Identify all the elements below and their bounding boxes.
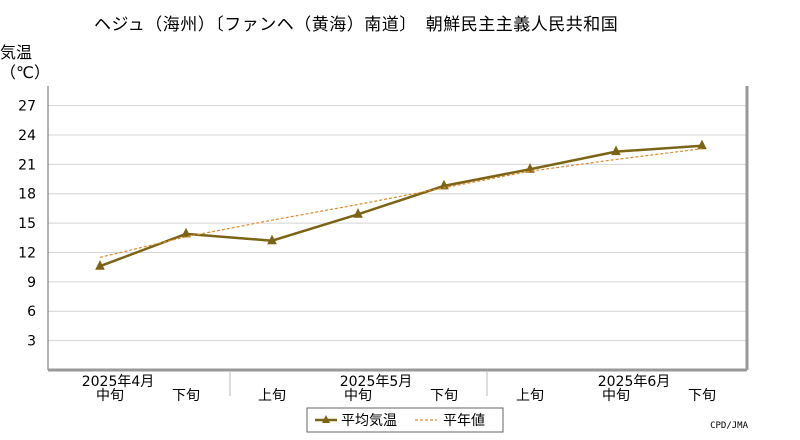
average-temp-line [99,144,703,268]
data-point-marker [267,234,277,245]
data-point-marker [353,208,363,218]
chart-title: ヘジュ（海州）〔ファンヘ（黄海）南道〕 朝鮮民主主義人民共和国 [94,15,619,35]
data-point-marker [439,179,449,190]
x-month-label: 2025年4月 [82,374,155,390]
y-axis-label: 気温 [0,43,33,62]
x-month-label: 2025年6月 [598,374,671,390]
legend-label-normal: 平年値 [443,413,485,429]
legend-box [306,407,504,433]
y-tick-label: 9 [27,275,36,291]
data-point-marker [95,260,105,270]
y-tick-label: 21 [18,157,36,173]
y-tick-label: 18 [18,187,36,203]
y-tick-label: 27 [18,99,36,115]
y-axis-unit: （℃） [0,63,50,82]
data-point-marker [525,163,535,173]
y-tick-label: 3 [27,334,36,350]
x-tick-label: 中旬 [96,388,124,404]
x-tick-label: 中旬 [602,388,630,404]
y-tick-label: 24 [18,128,36,144]
x-tick-label: 中旬 [344,388,372,404]
data-point-marker [611,145,621,156]
data-point-marker [181,227,191,238]
y-tick-label: 15 [18,216,36,232]
x-tick-label: 下旬 [172,388,200,404]
legend-label-average: 平均気温 [341,413,397,429]
normal-line [99,148,703,258]
x-tick-label: 上旬 [258,388,286,404]
legend-marker-average [322,415,330,423]
y-tick-label: 12 [18,245,36,261]
x-month-label: 2025年5月 [340,374,413,390]
y-tick-label: 6 [27,304,36,320]
credit-label: CPD/JMA [710,421,748,431]
x-tick-label: 下旬 [430,388,458,404]
x-tick-label: 上旬 [516,388,544,404]
x-tick-label: 下旬 [688,388,716,404]
